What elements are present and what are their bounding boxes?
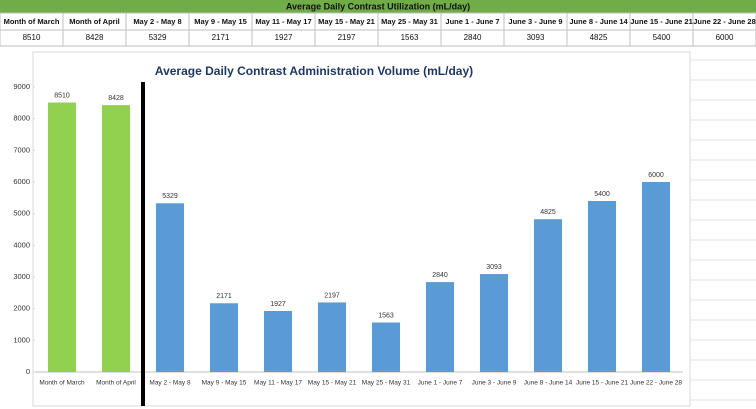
table-value: 2840 <box>464 33 482 42</box>
table-title-bar <box>0 0 756 13</box>
y-tick-label: 4000 <box>13 240 30 249</box>
table-header: May 25 - May 31 <box>381 17 438 26</box>
bar <box>425 282 455 372</box>
table-header: June 8 - June 14 <box>569 17 628 26</box>
x-tick-label: Month of March <box>39 380 85 387</box>
table-value: 5329 <box>149 33 167 42</box>
table-header: June 22 - June 28 <box>693 17 756 26</box>
x-tick-label: May 11 - May 17 <box>254 380 302 387</box>
x-tick-label: June 22 - June 28 <box>630 380 682 387</box>
table-header: May 11 - May 17 <box>255 17 311 26</box>
table-value: 2197 <box>338 33 356 42</box>
table-value: 3093 <box>527 33 545 42</box>
data-label: 6000 <box>648 172 664 179</box>
table-title: Average Daily Contrast Utilization (mL/d… <box>286 1 470 11</box>
data-label: 1927 <box>270 301 286 308</box>
y-tick-label: 2000 <box>13 304 30 313</box>
table-value: 6000 <box>716 33 734 42</box>
table-header: May 2 - May 8 <box>133 17 181 26</box>
table-header: May 9 - May 15 <box>194 17 247 26</box>
x-tick-label: May 25 - May 31 <box>362 380 411 387</box>
bar <box>47 102 77 373</box>
chart-title: Average Daily Contrast Administration Vo… <box>155 64 473 78</box>
table-value: 1563 <box>401 33 419 42</box>
table-header: June 15 - June 21 <box>630 17 693 26</box>
data-label: 3093 <box>486 264 502 271</box>
bar <box>533 219 563 372</box>
table-value: 8428 <box>86 33 104 42</box>
bar <box>209 303 239 372</box>
y-tick-label: 6000 <box>13 177 30 186</box>
data-label: 2197 <box>324 292 340 299</box>
x-tick-label: May 2 - May 8 <box>149 380 191 387</box>
x-tick-label: June 8 - June 14 <box>524 380 573 387</box>
y-tick-label: 3000 <box>13 272 30 281</box>
bar <box>371 322 401 372</box>
table-header: May 15 - May 21 <box>318 17 375 26</box>
x-tick-label: June 15 - June 21 <box>576 380 628 387</box>
x-tick-label: Month of April <box>96 380 136 387</box>
x-tick-label: June 1 - June 7 <box>418 380 463 387</box>
table-value: 5400 <box>653 33 671 42</box>
data-label: 2171 <box>216 293 232 300</box>
y-tick-label: 0 <box>26 367 30 376</box>
x-tick-label: June 3 - June 9 <box>472 380 517 387</box>
table-header: Month of March <box>4 17 60 26</box>
data-label: 8510 <box>54 92 70 99</box>
y-tick-label: 5000 <box>13 209 30 218</box>
table-cell <box>692 29 756 47</box>
bar <box>587 201 617 372</box>
bar <box>155 203 185 372</box>
x-tick-label: May 9 - May 15 <box>202 380 247 387</box>
y-tick-label: 9000 <box>13 82 30 91</box>
table-header: June 3 - June 9 <box>508 17 562 26</box>
y-tick-label: 8000 <box>13 114 30 123</box>
table-header: Month of April <box>69 17 120 26</box>
data-label: 5400 <box>594 191 610 198</box>
data-label: 4825 <box>540 209 556 216</box>
table-value: 4825 <box>590 33 608 42</box>
table-value: 8510 <box>23 33 41 42</box>
data-label: 5329 <box>162 193 178 200</box>
x-tick-label: May 15 - May 21 <box>308 380 357 387</box>
table-value: 1927 <box>275 33 293 42</box>
data-label: 8428 <box>108 95 124 102</box>
bar <box>641 182 671 372</box>
table-value: 2171 <box>212 33 230 42</box>
y-tick-label: 1000 <box>13 335 30 344</box>
data-label: 2840 <box>432 272 448 279</box>
data-label: 1563 <box>378 312 394 319</box>
bar <box>317 302 347 372</box>
bar <box>101 105 131 372</box>
y-tick-label: 7000 <box>13 145 30 154</box>
bar <box>479 274 509 372</box>
table-header: June 1 - June 7 <box>445 17 499 26</box>
bar <box>263 310 293 372</box>
